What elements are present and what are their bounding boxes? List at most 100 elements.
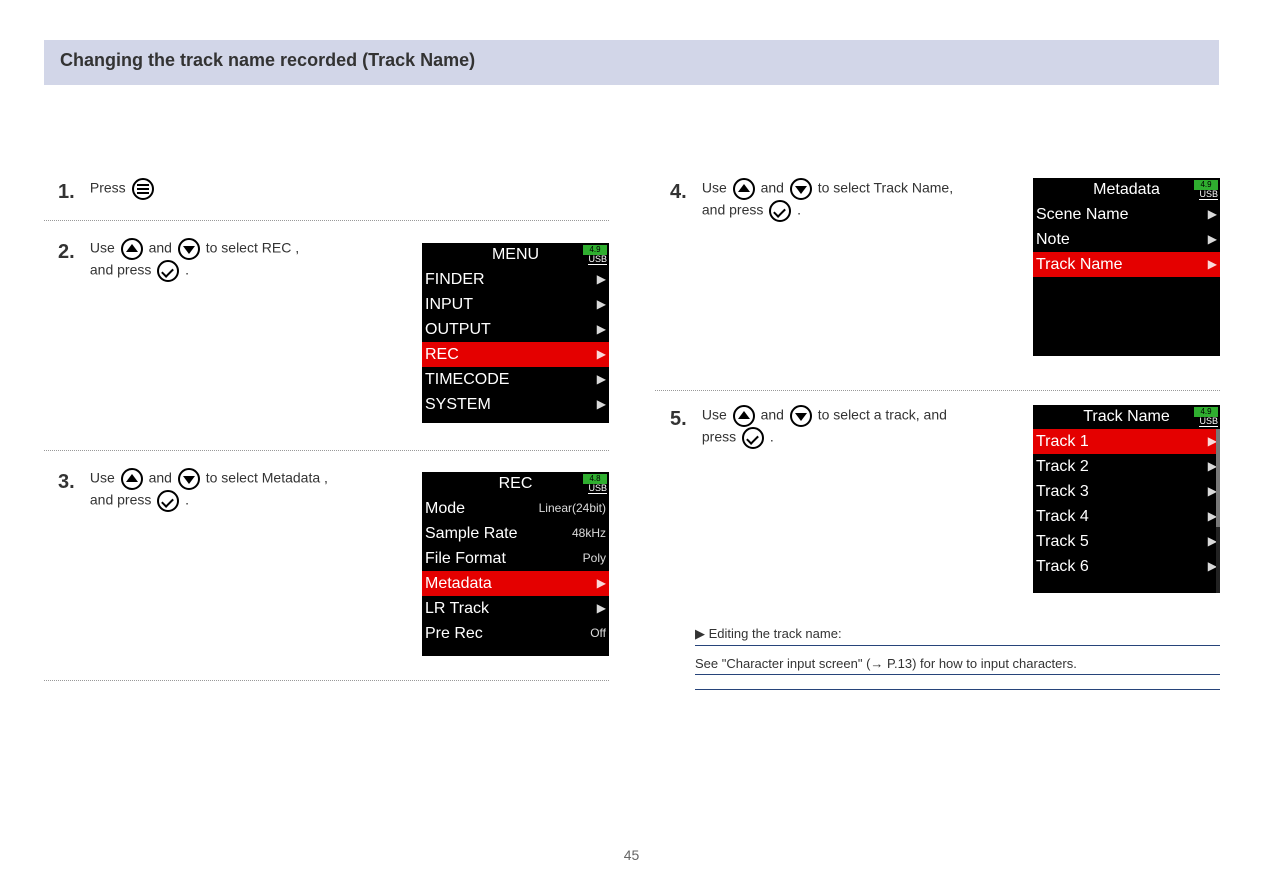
lcd-title-text: Track Name: [1083, 408, 1170, 425]
lcd-item[interactable]: File Format Poly: [422, 546, 609, 571]
t: Use: [90, 240, 119, 256]
lcd-item-value: Poly: [583, 548, 606, 569]
divider: [655, 390, 1220, 391]
lcd-item-label: REC: [425, 344, 459, 365]
lcd-title: REC 4.8 USB: [422, 472, 609, 496]
lcd-item-value: ▶: [597, 598, 606, 619]
lcd-title-text: MENU: [492, 246, 539, 263]
enter-icon: [769, 200, 791, 222]
down-icon: [178, 468, 200, 490]
lcd-menu: MENU 4.9 USB FINDER▶INPUT▶OUTPUT▶REC▶TIM…: [422, 243, 609, 423]
lcd-item[interactable]: Pre Rec Off: [422, 621, 609, 646]
t: .: [797, 202, 801, 218]
enter-icon: [157, 260, 179, 282]
lcd-item[interactable]: TIMECODE▶: [422, 367, 609, 392]
lcd-title: MENU 4.9 USB: [422, 243, 609, 267]
lcd-item-value: ▶: [597, 369, 606, 390]
step-num: 1.: [58, 178, 86, 206]
lcd-item-value: ▶: [597, 269, 606, 290]
step-num: 3.: [58, 468, 86, 496]
lcd-item-value: Linear(24bit): [539, 498, 606, 519]
usb-badge: USB: [588, 484, 607, 494]
hint-line-2: See "Character input screen" (→ P.13) fo…: [695, 656, 1220, 675]
usb-badge: USB: [1199, 190, 1218, 200]
lcd-rec: REC 4.8 USB ModeLinear(24bit)Sample Rate…: [422, 472, 609, 656]
step-3: 3. Use and to select Metadata , and pres…: [58, 468, 430, 512]
lcd-item-label: FINDER: [425, 269, 485, 290]
t: to select Track Name,: [818, 180, 953, 196]
down-icon: [790, 178, 812, 200]
lcd-item[interactable]: LR Track ▶: [422, 596, 609, 621]
step-num: 5.: [670, 405, 698, 433]
t: .: [185, 492, 189, 508]
lcd-item-label: OUTPUT: [425, 319, 491, 340]
lcd-item-label: SYSTEM: [425, 394, 491, 415]
lcd-item[interactable]: Sample Rate 48kHz: [422, 521, 609, 546]
usb-badge: USB: [588, 255, 607, 265]
lcd-item-value: ▶: [597, 344, 606, 365]
lcd-item-value: ▶: [1208, 229, 1217, 250]
lcd-item-label: Sample Rate: [425, 523, 518, 544]
lcd-item-label: Pre Rec: [425, 623, 483, 644]
lcd-item[interactable]: Note ▶: [1033, 227, 1220, 252]
section-title: Changing the track name recorded (Track …: [60, 50, 475, 71]
t: and press: [702, 202, 767, 218]
lcd-title: Track Name 4.9 USB: [1033, 405, 1220, 429]
lcd-item-value: 48kHz: [572, 523, 606, 544]
lcd-item-value: ▶: [597, 319, 606, 340]
lcd-item-label: Track 2: [1036, 456, 1089, 477]
lcd-item[interactable]: Metadata ▶: [422, 571, 609, 596]
lcd-item-label: LR Track: [425, 598, 489, 619]
lcd-item[interactable]: Track 5▶: [1033, 529, 1220, 554]
lcd-item[interactable]: Track 3▶: [1033, 479, 1220, 504]
lcd-item-label: Track 1: [1036, 431, 1089, 452]
lcd-item-value: ▶: [1208, 204, 1217, 225]
lcd-item-label: Track 5: [1036, 531, 1089, 552]
t: and press: [90, 262, 155, 278]
lcd-trackname: Track Name 4.9 USB Track 1▶Track 2▶Track…: [1033, 405, 1220, 593]
lcd-item[interactable]: ModeLinear(24bit): [422, 496, 609, 521]
lcd-item[interactable]: FINDER ▶: [422, 267, 609, 292]
page-number: 45: [624, 847, 640, 863]
lcd-item-value: ▶: [597, 573, 606, 594]
up-icon: [121, 468, 143, 490]
lcd-item[interactable]: Track 4▶: [1033, 504, 1220, 529]
enter-icon: [157, 490, 179, 512]
lcd-item-label: Track 6: [1036, 556, 1089, 577]
lcd-item-value: ▶: [597, 294, 606, 315]
t: Use: [702, 180, 731, 196]
lcd-item[interactable]: Scene Name ▶: [1033, 202, 1220, 227]
down-icon: [178, 238, 200, 260]
t: Use: [90, 470, 119, 486]
t: to select Metadata ,: [206, 470, 328, 486]
lcd-item-label: Metadata: [425, 573, 492, 594]
up-icon: [121, 238, 143, 260]
up-icon: [733, 405, 755, 427]
step-2: 2. Use and to select REC , and press .: [58, 238, 430, 282]
lcd-item[interactable]: INPUT▶: [422, 292, 609, 317]
lcd-item[interactable]: REC ▶: [422, 342, 609, 367]
lcd-item[interactable]: Track 1▶: [1033, 429, 1220, 454]
t: and press: [90, 492, 155, 508]
lcd-item[interactable]: Track 2▶: [1033, 454, 1220, 479]
lcd-item-label: Scene Name: [1036, 204, 1129, 225]
enter-icon: [742, 427, 764, 449]
lcd-item[interactable]: Track Name▶: [1033, 252, 1220, 277]
lcd-item-value: ▶: [597, 394, 606, 415]
step-5: 5. Use and to select a track, and press …: [670, 405, 1042, 449]
lcd-item-label: Track 4: [1036, 506, 1089, 527]
step-num: 4.: [670, 178, 698, 206]
lcd-item-label: File Format: [425, 548, 506, 569]
lcd-title: Metadata 4.9 USB: [1033, 178, 1220, 202]
lcd-item[interactable]: Track 6▶: [1033, 554, 1220, 579]
scrollbar: [1216, 429, 1220, 593]
lcd-item-value: Off: [590, 623, 606, 644]
lcd-title-text: Metadata: [1093, 181, 1160, 198]
lcd-item[interactable]: SYSTEM ▶: [422, 392, 609, 417]
usb-badge: USB: [1199, 417, 1218, 427]
lcd-item[interactable]: OUTPUT ▶: [422, 317, 609, 342]
t: to select REC ,: [206, 240, 299, 256]
t: and: [761, 180, 788, 196]
lcd-item-label: Note: [1036, 229, 1070, 250]
hint-line-3: [695, 686, 1220, 690]
